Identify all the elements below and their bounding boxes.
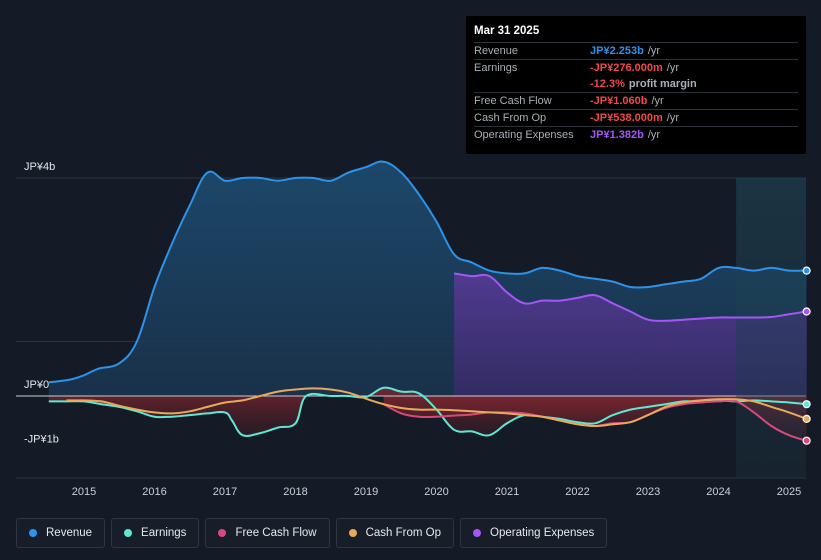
tooltip-value: JP¥2.253b xyxy=(590,45,644,57)
chart-legend: Revenue Earnings Free Cash Flow Cash Fro… xyxy=(16,518,608,548)
tooltip-unit: /yr xyxy=(651,95,664,107)
tooltip-row-revenue: Revenue JP¥2.253b /yr xyxy=(474,42,798,59)
legend-label: Revenue xyxy=(46,527,93,539)
operating-expenses-area xyxy=(454,273,807,396)
legend-label: Operating Expenses xyxy=(490,527,595,539)
legend-item-revenue[interactable]: Revenue xyxy=(16,518,106,548)
tooltip-row-free-cash-flow: Free Cash Flow -JP¥1.060b /yr xyxy=(474,92,798,109)
cash-from-op-end-point xyxy=(802,414,811,423)
tooltip-row-earnings: Earnings -JP¥276.000m /yr xyxy=(474,59,798,76)
legend-label: Earnings xyxy=(141,527,187,539)
y-tick-label: JP¥4b xyxy=(24,161,55,173)
legend-item-earnings[interactable]: Earnings xyxy=(111,518,200,548)
tooltip-row-cash-from-op: Cash From Op -JP¥538.000m /yr xyxy=(474,109,798,126)
y-tick-label: -JP¥1b xyxy=(24,434,59,446)
tooltip-value: JP¥1.382b xyxy=(590,129,644,141)
tooltip-value: -JP¥538.000m xyxy=(590,112,663,124)
tooltip-value: -JP¥276.000m xyxy=(590,62,663,74)
legend-item-operating-expenses[interactable]: Operating Expenses xyxy=(460,518,608,548)
tooltip-unit: profit margin xyxy=(628,78,697,90)
legend-dot-icon xyxy=(124,529,133,537)
tooltip-label: Cash From Op xyxy=(474,112,547,124)
y-tick-label: JP¥0 xyxy=(24,379,49,391)
x-tick-label: 2016 xyxy=(142,486,166,498)
legend-item-cash-from-op[interactable]: Cash From Op xyxy=(335,518,455,548)
x-tick-label: 2020 xyxy=(424,486,448,498)
earnings-end-point xyxy=(802,400,811,409)
free-cash-flow-area xyxy=(383,396,807,441)
chart-tooltip: Mar 31 2025 Revenue JP¥2.253b /yr Earnin… xyxy=(466,16,806,154)
earnings-line xyxy=(48,386,807,438)
legend-dot-icon xyxy=(473,529,482,537)
legend-dot-icon xyxy=(348,529,357,537)
operating-expenses-end-point xyxy=(802,307,811,316)
x-tick-label: 2022 xyxy=(565,486,589,498)
legend-label: Cash From Op xyxy=(365,527,442,539)
legend-item-free-cash-flow[interactable]: Free Cash Flow xyxy=(205,518,330,548)
tooltip-label xyxy=(474,76,590,92)
tooltip-label: Revenue xyxy=(474,45,519,57)
tooltip-date: Mar 31 2025 xyxy=(474,25,540,37)
tooltip-unit: /yr xyxy=(666,112,680,124)
x-tick-label: 2019 xyxy=(354,486,378,498)
operating-expenses-line xyxy=(453,272,807,322)
revenue-line xyxy=(48,160,807,384)
legend-dot-icon xyxy=(29,529,37,537)
x-tick-label: 2023 xyxy=(636,486,660,498)
tooltip-row-operating-expenses: Operating Expenses JP¥1.382b /yr xyxy=(474,126,798,143)
recent-period-shade xyxy=(736,178,806,478)
tooltip-unit: /yr xyxy=(666,62,680,74)
tooltip-label: Free Cash Flow xyxy=(474,95,552,107)
x-tick-label: 2017 xyxy=(213,486,237,498)
tooltip-value: -JP¥1.060b xyxy=(590,95,648,107)
x-tick-label: 2021 xyxy=(495,486,519,498)
revenue-end-point xyxy=(802,266,811,275)
x-tick-label: 2025 xyxy=(777,486,801,498)
chart: JP¥4b JP¥0 -JP¥1b 2015 2016 2017 2018 2019 2020 2… xyxy=(16,160,811,498)
x-tick-label: 2015 xyxy=(72,486,96,498)
x-tick-label: 2024 xyxy=(706,486,730,498)
tooltip-unit: /yr xyxy=(647,45,661,57)
legend-label: Free Cash Flow xyxy=(235,527,317,539)
tooltip-row-profit-margin: -12.3% profit margin xyxy=(474,76,798,92)
free-cash-flow-end-point xyxy=(802,436,811,445)
tooltip-label: Earnings xyxy=(474,62,518,74)
legend-dot-icon xyxy=(218,529,227,537)
cash-from-op-line xyxy=(66,387,807,427)
tooltip-value: -12.3% xyxy=(590,78,625,90)
tooltip-unit: /yr xyxy=(647,129,661,141)
tooltip-label: Operating Expenses xyxy=(474,129,574,141)
x-tick-label: 2018 xyxy=(283,486,307,498)
